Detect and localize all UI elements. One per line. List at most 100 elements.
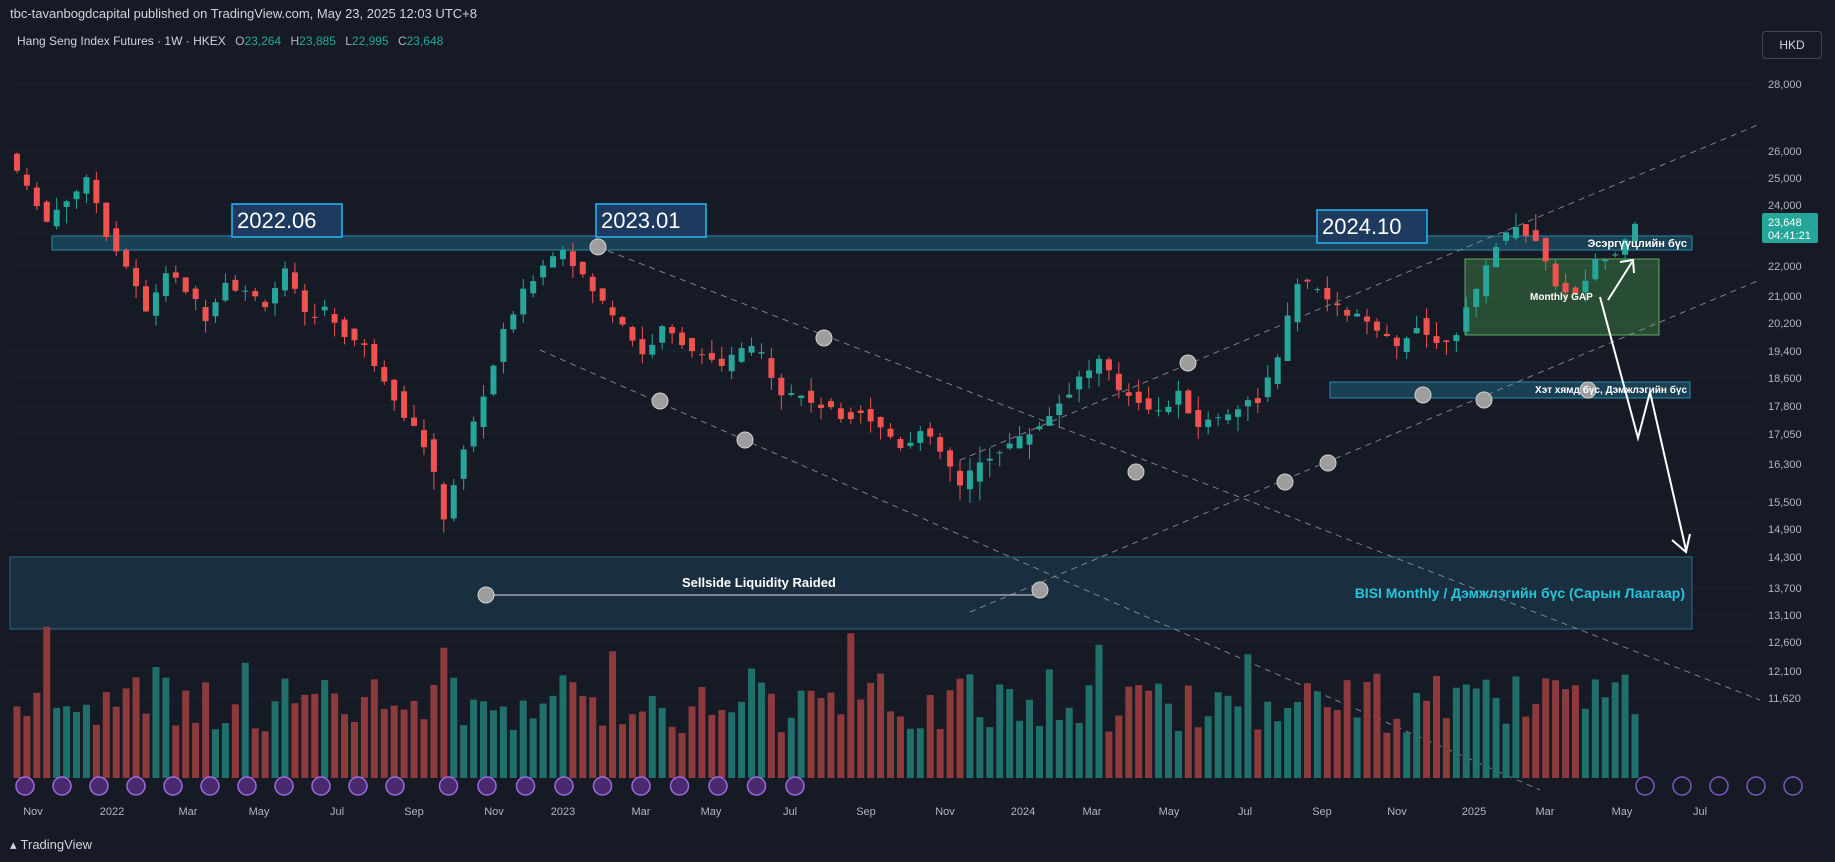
volume-bar xyxy=(837,714,845,778)
volume-bar xyxy=(291,703,299,778)
volume-bar xyxy=(757,682,765,778)
candle-body xyxy=(867,409,874,422)
price-tick-label: 25,000 xyxy=(1768,173,1802,185)
downtrend-upper-line xyxy=(597,246,1761,701)
high-label: H xyxy=(290,34,300,48)
date-label-2022-box xyxy=(231,203,343,238)
candle-body xyxy=(708,353,715,360)
candle-body xyxy=(1135,391,1142,403)
swing-point xyxy=(1579,381,1597,399)
volume-bar xyxy=(589,697,597,778)
candle-body xyxy=(440,484,447,520)
chart-area[interactable]: 2022.06 2023.01 2024.10 Sellside Liquidi… xyxy=(0,28,1835,828)
price-tick-label: 12,600 xyxy=(1768,637,1802,649)
volume-bar xyxy=(1254,729,1262,778)
volume-bar xyxy=(718,709,726,778)
candle-body xyxy=(1334,303,1341,306)
volume-bar xyxy=(1343,680,1351,778)
candle-body xyxy=(1086,370,1093,378)
volume-bar xyxy=(628,714,636,778)
date-label-2023-text: 2023.01 xyxy=(601,208,681,233)
candle-body xyxy=(113,228,120,252)
candle-body xyxy=(619,317,626,325)
candle-body xyxy=(1592,258,1599,280)
price-tick-label: 15,500 xyxy=(1768,497,1802,509)
event-marker-icon xyxy=(631,776,651,796)
volume-bar xyxy=(877,673,885,778)
volume-bar xyxy=(936,729,944,778)
volume-bar xyxy=(102,692,110,778)
volume-bar xyxy=(1164,703,1172,778)
volume-bar xyxy=(609,651,617,778)
time-tick-label: Mar xyxy=(179,806,198,818)
candle-body xyxy=(1095,358,1102,374)
candlestick-chart[interactable]: 2022.06 2023.01 2024.10 Sellside Liquidi… xyxy=(0,28,1835,828)
event-marker-icon xyxy=(708,776,728,796)
time-tick-label: Nov xyxy=(23,806,43,818)
open-value: 23,264 xyxy=(244,34,282,48)
candle-body xyxy=(500,329,507,362)
time-tick-label: Sep xyxy=(404,806,424,818)
candle-body xyxy=(927,428,934,437)
candle-body xyxy=(33,187,40,207)
price-axis[interactable]: 28,00026,00025,00024,00023,30022,00021,0… xyxy=(1768,79,1802,705)
candle-body xyxy=(1026,434,1033,445)
volume-bar xyxy=(331,693,339,778)
swing-point xyxy=(815,329,833,347)
volume-bar xyxy=(1065,707,1073,778)
time-tick-label: Mar xyxy=(632,806,651,818)
volume-bar xyxy=(1174,730,1182,778)
projection-arrowhead xyxy=(1671,533,1691,554)
up-arrow-path xyxy=(1607,261,1633,301)
volume-bar xyxy=(1353,717,1361,778)
candle-body xyxy=(93,179,100,204)
candle-body xyxy=(520,288,527,315)
volume-bar xyxy=(1383,732,1391,778)
volume-bar xyxy=(1085,685,1093,778)
event-marker-icon xyxy=(311,776,331,796)
currency-button[interactable]: HKD xyxy=(1762,31,1822,59)
candle-body xyxy=(252,291,259,297)
volume-bar xyxy=(1433,675,1440,778)
time-axis[interactable]: Nov 2022 Mar May Jul Sep Nov 2023 Mar May Jul Sep No… xyxy=(23,806,1707,818)
candle-body xyxy=(351,328,358,341)
candle-body xyxy=(579,261,586,275)
price-tick-label: 26,000 xyxy=(1768,146,1802,158)
volume-bar xyxy=(13,706,21,778)
candle-body xyxy=(947,450,954,467)
volume-bar xyxy=(400,709,408,778)
price-tick-label: 12,100 xyxy=(1768,666,1802,678)
resistance-zone-label: Эсэргүүцлийн бүс xyxy=(1587,238,1687,250)
candle-body xyxy=(1622,239,1629,255)
candle-body xyxy=(808,390,815,403)
candle-body xyxy=(629,327,636,341)
candle-body xyxy=(569,251,576,266)
swing-point xyxy=(1414,386,1432,404)
volume-bar xyxy=(1055,719,1063,778)
candle-body xyxy=(1632,223,1639,242)
event-marker-icon xyxy=(237,776,257,796)
swing-points xyxy=(477,238,1597,604)
low-label: L xyxy=(345,34,352,48)
volume-bar xyxy=(1224,695,1232,778)
volume-bar xyxy=(688,706,696,778)
volume-bar xyxy=(1035,725,1043,778)
candle-body xyxy=(281,268,288,291)
date-label-2024: 2024.10 xyxy=(1316,209,1428,244)
volume-bar xyxy=(638,711,646,778)
candle-body xyxy=(192,288,199,300)
volume-bar xyxy=(33,692,41,778)
volume-bar xyxy=(1532,703,1540,778)
volume-bar xyxy=(519,700,527,778)
candle-body xyxy=(1016,436,1023,449)
swing-point xyxy=(651,392,669,410)
publish-header: tbc-tavanbogdcapital published on Tradin… xyxy=(0,0,1835,28)
volume-bar xyxy=(1363,681,1371,778)
projection-path xyxy=(1599,296,1687,551)
price-tick-label: 11,620 xyxy=(1768,693,1801,705)
volume-bar xyxy=(1502,723,1510,778)
candle-body xyxy=(1512,226,1519,239)
event-marker-icon xyxy=(1709,776,1729,796)
swing-point xyxy=(1179,354,1197,372)
candle-body xyxy=(143,286,150,312)
